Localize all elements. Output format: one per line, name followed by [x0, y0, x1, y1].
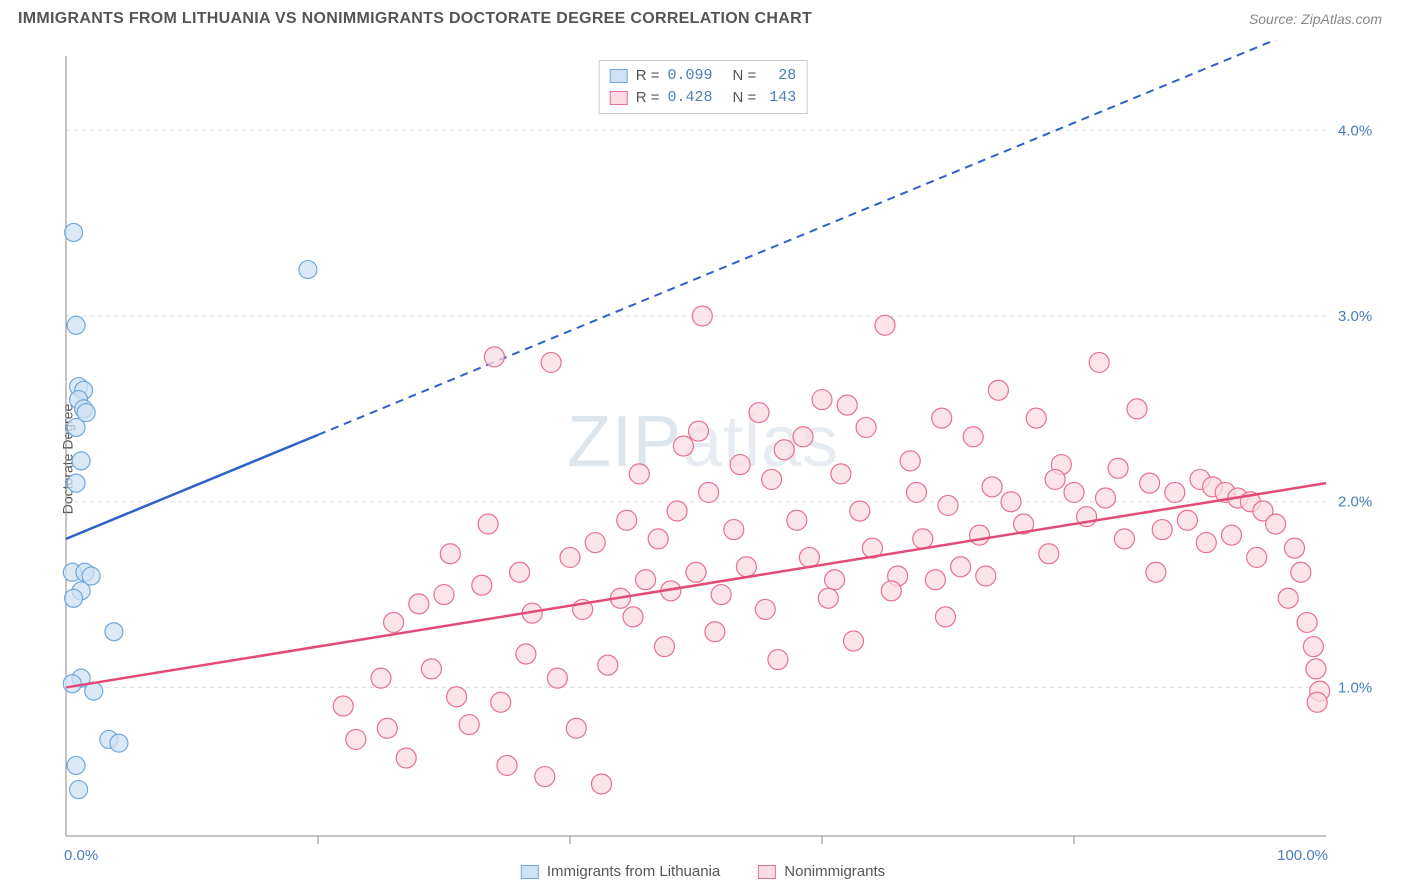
stats-row: R = 0.099N = 28 [610, 65, 797, 87]
source-attribution: Source: ZipAtlas.com [1249, 11, 1382, 27]
legend-item: Nonimmigrants [758, 863, 885, 880]
svg-text:100.0%: 100.0% [1277, 847, 1328, 864]
scatter-plot: 1.0% 2.0% 3.0% 4.0% 0.0% 100.0% [58, 40, 1388, 878]
correlation-stats-legend: R = 0.099N = 28R = 0.428N = 143 [599, 60, 808, 114]
stats-row: R = 0.428N = 143 [610, 87, 797, 109]
swatch-icon [758, 865, 776, 879]
svg-text:0.0%: 0.0% [64, 847, 98, 864]
swatch-icon [521, 865, 539, 879]
svg-text:3.0%: 3.0% [1338, 308, 1372, 325]
swatch-icon [610, 69, 628, 83]
svg-text:2.0%: 2.0% [1338, 494, 1372, 511]
chart-container: Doctorate Degree ZIPatlas 1.0%2.0%3.0%4.… [18, 40, 1388, 878]
svg-text:4.0%: 4.0% [1338, 122, 1372, 139]
legend-item: Immigrants from Lithuania [521, 863, 720, 880]
legend-label: Immigrants from Lithuania [547, 863, 720, 880]
legend-label: Nonimmigrants [784, 863, 885, 880]
svg-text:1.0%: 1.0% [1338, 679, 1372, 696]
chart-title: IMMIGRANTS FROM LITHUANIA VS NONIMMIGRAN… [18, 10, 812, 28]
series-legend: Immigrants from Lithuania Nonimmigrants [521, 863, 885, 880]
swatch-icon [610, 91, 628, 105]
